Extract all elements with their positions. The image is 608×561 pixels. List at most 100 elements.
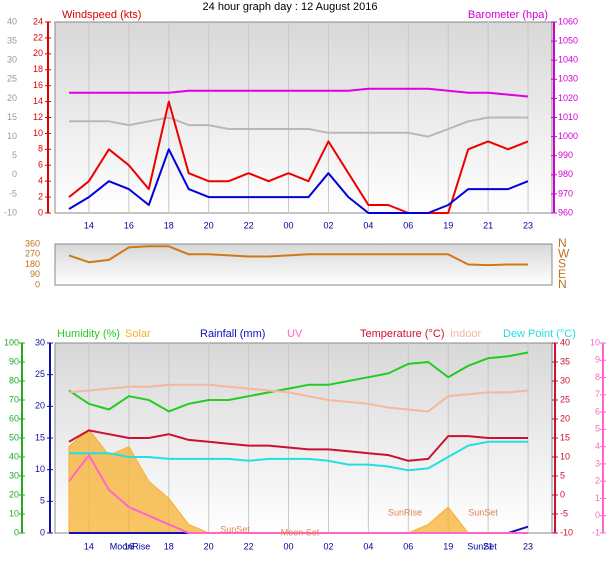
- y-tick-label: 360: [25, 238, 40, 248]
- y2-tick-label: 1030: [558, 74, 578, 84]
- y2-tick-label: 1050: [558, 35, 578, 45]
- annotation: SunSet: [467, 541, 497, 551]
- y4-tick-label: 10: [590, 337, 600, 347]
- x-tick-label: 06: [403, 220, 413, 230]
- y-tick-label: 90: [9, 356, 19, 366]
- x-tick-label: 00: [284, 220, 294, 230]
- y3-tick-label: 5: [12, 150, 17, 160]
- y2-tick-label: S: [558, 257, 566, 271]
- y3-tick-label: 40: [7, 16, 17, 26]
- x-tick-label: 02: [323, 541, 333, 551]
- y2-tick-label: 1060: [558, 16, 578, 26]
- y-tick-label: 100: [4, 337, 19, 347]
- y-tick-label: 60: [9, 413, 19, 423]
- y2-tick-label: -5: [560, 508, 568, 518]
- y2-tick-label: 1000: [558, 131, 578, 141]
- y-tick-label: 0: [35, 279, 40, 289]
- x-tick-label: 23: [523, 220, 533, 230]
- y3-tick-label: 0: [12, 169, 17, 179]
- y-tick-label: 8: [38, 144, 43, 154]
- y2-tick-label: 35: [560, 356, 570, 366]
- x-tick-label: 23: [523, 541, 533, 551]
- y2-tick-label: E: [558, 267, 566, 281]
- y4-tick-label: 7: [595, 389, 600, 399]
- y2-tick-label: 1020: [558, 93, 578, 103]
- y2-tick-label: 15: [560, 432, 570, 442]
- y4-tick-label: -1: [592, 527, 600, 537]
- y2-tick-label: -10: [560, 527, 573, 537]
- y-axis-label: Windspeed (kts): [62, 9, 141, 21]
- y2-axis-label: Barometer (hpa): [468, 9, 548, 21]
- chart-title: 24 hour graph day : 12 August 2016: [203, 1, 378, 13]
- y2-tick-label: 970: [558, 188, 573, 198]
- x-tick-label: 21: [483, 220, 493, 230]
- y2-tick-label: 20: [560, 413, 570, 423]
- legend-entry: Rainfall (mm): [200, 328, 265, 340]
- y4-tick-label: 0: [595, 510, 600, 520]
- x-tick-label: 14: [84, 541, 94, 551]
- y-tick-label: 0: [38, 207, 43, 217]
- x-tick-label: 18: [164, 541, 174, 551]
- y3-tick-label: 5: [40, 496, 45, 506]
- y3-tick-label: 30: [7, 55, 17, 65]
- y-tick-label: 30: [9, 470, 19, 480]
- x-tick-label: 21: [483, 541, 493, 551]
- x-tick-label: 20: [204, 541, 214, 551]
- y-tick-label: 270: [25, 249, 40, 259]
- y2-tick-label: 40: [560, 337, 570, 347]
- series-line: [68, 454, 528, 534]
- y2-tick-label: W: [558, 246, 570, 260]
- series-line: [69, 440, 528, 472]
- legend-entry: Temperature (°C): [360, 328, 444, 340]
- y4-tick-label: 3: [595, 458, 600, 468]
- y-tick-label: 18: [33, 64, 43, 74]
- y3-tick-label: 10: [7, 131, 17, 141]
- x-tick-label: 04: [363, 541, 373, 551]
- series-line: [68, 148, 529, 214]
- x-tick-label: 22: [244, 220, 254, 230]
- series-line: [68, 383, 529, 413]
- y-tick-label: 4: [38, 176, 43, 186]
- y-tick-label: 20: [9, 489, 19, 499]
- y-tick-label: 24: [33, 16, 43, 26]
- y3-tick-label: 25: [35, 369, 45, 379]
- series-line: [69, 87, 529, 98]
- legend-entry: Humidity (%): [57, 328, 120, 340]
- y-tick-label: 14: [33, 96, 43, 106]
- annotation: SunRise: [388, 507, 422, 517]
- y-tick-label: 180: [25, 259, 40, 269]
- x-tick-label: 14: [84, 220, 94, 230]
- y4-tick-label: 9: [595, 355, 600, 365]
- y3-tick-label: 15: [7, 112, 17, 122]
- y-tick-label: 70: [9, 394, 19, 404]
- annotation: SunSet: [220, 524, 250, 534]
- x-tick-label: 19: [443, 220, 453, 230]
- y3-tick-label: -5: [9, 188, 17, 198]
- y-tick-label: 10: [9, 508, 19, 518]
- series-line: [68, 351, 529, 413]
- y-tick-label: 16: [33, 80, 43, 90]
- y-tick-label: 90: [30, 269, 40, 279]
- y4-tick-label: 6: [595, 406, 600, 416]
- x-tick-label: 16: [124, 541, 134, 551]
- y2-tick-label: 980: [558, 169, 573, 179]
- y-tick-label: 2: [38, 191, 43, 201]
- legend-entry: Solar: [125, 328, 151, 340]
- y3-tick-label: -10: [4, 207, 17, 217]
- y3-tick-label: 30: [35, 337, 45, 347]
- y2-tick-label: 5: [560, 470, 565, 480]
- x-tick-label: 20: [204, 220, 214, 230]
- y2-tick-label: 1040: [558, 55, 578, 65]
- y-tick-label: 22: [33, 32, 43, 42]
- legend-entry: UV: [287, 328, 303, 340]
- annotation: MoonRise: [110, 541, 151, 551]
- y3-tick-label: 20: [35, 401, 45, 411]
- annotation: Moon Set: [281, 527, 320, 537]
- y4-tick-label: 8: [595, 372, 600, 382]
- x-tick-label: 00: [284, 541, 294, 551]
- y-tick-label: 10: [33, 128, 43, 138]
- y4-tick-label: 4: [595, 441, 600, 451]
- x-tick-label: 19: [443, 541, 453, 551]
- legend-entry: Dew Point (°C): [503, 328, 576, 340]
